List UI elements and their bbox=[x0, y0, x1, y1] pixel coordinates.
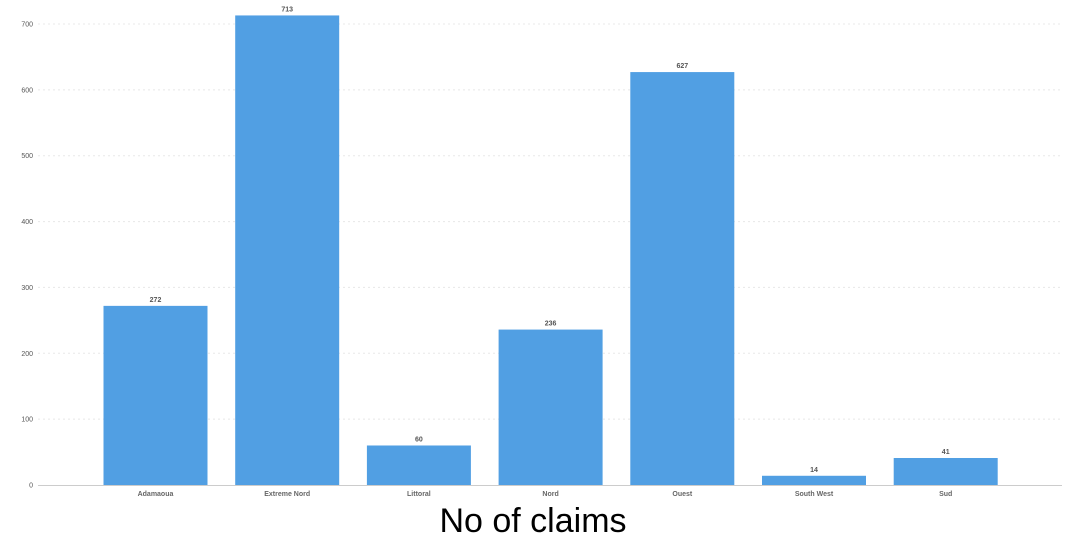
bar-littoral bbox=[366, 445, 471, 485]
y-axis-ticks: 0 100 200 300 400 500 600 700 bbox=[21, 22, 33, 490]
y-tick-label-600: 600 bbox=[21, 87, 33, 94]
value-label-nord: 236 bbox=[545, 321, 557, 328]
value-label-sud: 41 bbox=[942, 449, 950, 456]
bar-nord bbox=[498, 329, 603, 485]
x-tick-label-nord: Nord bbox=[542, 491, 558, 498]
chart-caption: No of claims bbox=[439, 502, 626, 540]
x-tick-label-south-west: South West bbox=[795, 491, 834, 498]
bar-south-west bbox=[762, 475, 866, 485]
x-axis-labels: Adamaoua Extreme Nord Littoral Nord Ouest Sou… bbox=[138, 491, 953, 498]
value-label-littoral: 60 bbox=[415, 436, 423, 443]
y-tick-label-300: 300 bbox=[21, 285, 33, 292]
bar-sud bbox=[893, 457, 998, 485]
bar-ouest bbox=[630, 72, 735, 485]
bars bbox=[103, 15, 998, 486]
bar-adamaoua bbox=[103, 305, 208, 485]
value-labels: 272 713 60 236 627 14 41 bbox=[150, 6, 950, 473]
y-tick-label-700: 700 bbox=[21, 22, 33, 29]
x-tick-label-sud: Sud bbox=[939, 491, 952, 498]
value-label-south-west: 14 bbox=[810, 467, 818, 474]
y-tick-label-400: 400 bbox=[21, 219, 33, 226]
x-tick-label-extreme-nord: Extreme Nord bbox=[264, 491, 310, 498]
value-label-ouest: 627 bbox=[676, 63, 688, 70]
y-tick-label-200: 200 bbox=[21, 351, 33, 358]
x-tick-label-adamaoua: Adamaoua bbox=[138, 491, 174, 498]
x-tick-label-littoral: Littoral bbox=[407, 491, 431, 498]
value-label-adamaoua: 272 bbox=[150, 297, 162, 304]
bar-extreme-nord bbox=[235, 15, 340, 486]
value-label-extreme-nord: 713 bbox=[281, 6, 293, 13]
y-tick-label-500: 500 bbox=[21, 153, 33, 160]
y-tick-label-0: 0 bbox=[29, 483, 33, 490]
y-tick-label-100: 100 bbox=[21, 417, 33, 424]
x-tick-label-ouest: Ouest bbox=[672, 491, 693, 498]
